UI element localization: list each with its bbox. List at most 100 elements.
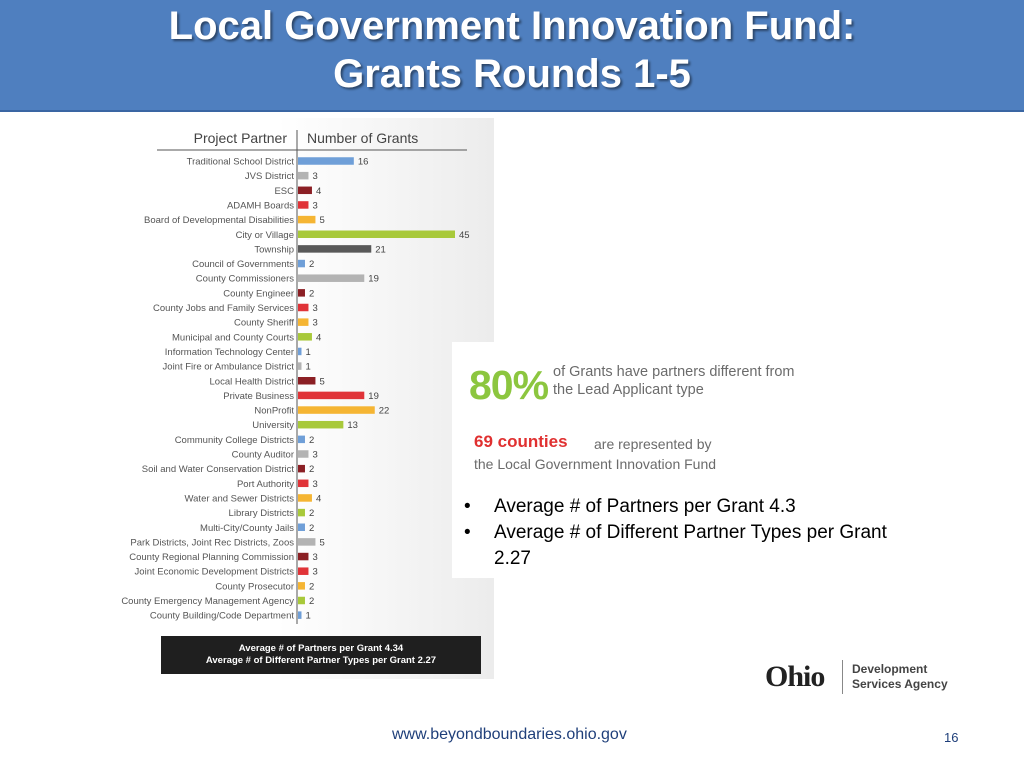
bar <box>298 230 455 238</box>
category-label: Multi-City/County Jails <box>200 523 294 534</box>
counties-text-line2: the Local Government Innovation Fund <box>474 456 717 472</box>
bar <box>298 274 365 282</box>
data-label: 3 <box>312 552 317 563</box>
counties-count: 69 counties <box>474 432 568 451</box>
data-label: 3 <box>312 200 317 211</box>
category-label: Township <box>254 244 294 255</box>
category-label: JVS District <box>245 171 294 182</box>
title-line-1: Local Government Innovation Fund: <box>168 4 856 48</box>
bar <box>298 450 309 458</box>
data-label: 2 <box>309 259 314 270</box>
bar <box>298 259 305 268</box>
data-label: 2 <box>309 523 314 534</box>
bullet-text: Average # of Partners per Grant 4.3 <box>494 496 796 517</box>
data-label: 4 <box>316 186 321 197</box>
bar <box>298 567 309 575</box>
data-label: 5 <box>319 537 324 548</box>
data-label: 22 <box>379 406 390 417</box>
bar <box>298 333 312 341</box>
bar <box>298 508 305 517</box>
page-number: 16 <box>944 730 959 745</box>
data-label: 4 <box>316 493 321 504</box>
category-label: Traditional School District <box>187 157 295 168</box>
bar <box>298 391 365 400</box>
data-label: 19 <box>368 274 379 285</box>
category-label: County Engineer <box>223 288 294 299</box>
data-label: 3 <box>312 567 317 578</box>
bullet-item: • Average # of Partners per Grant 4.3 <box>462 494 912 520</box>
bullet-item: • Average # of Different Partner Types pe… <box>462 520 912 572</box>
data-label: 3 <box>312 318 317 329</box>
category-label: County Sheriff <box>234 318 294 329</box>
data-label: 5 <box>319 376 324 387</box>
average-summary-box: Average # of Partners per Grant 4.34 Ave… <box>161 636 481 674</box>
logo-agency-line-2: Services Agency <box>852 677 948 691</box>
category-label: Community College Districts <box>175 435 295 446</box>
bar <box>298 582 305 590</box>
bar <box>298 596 305 605</box>
bar <box>298 245 372 253</box>
category-label: County Auditor <box>232 450 294 461</box>
bullet-list: • Average # of Partners per Grant 4.3 • Av… <box>462 494 912 572</box>
bar <box>298 538 316 546</box>
title-line-2: Grants Rounds 1-5 <box>333 52 691 96</box>
counties-text: are represented by <box>594 436 712 452</box>
logo-divider <box>842 660 843 694</box>
bar <box>298 201 309 209</box>
bar <box>298 464 305 473</box>
category-header: Project Partner <box>194 130 288 146</box>
percent-value: 80% <box>469 362 549 408</box>
category-label: County Building/Code Department <box>150 611 295 622</box>
data-label: 2 <box>309 288 314 299</box>
bar <box>298 186 312 195</box>
category-label: ESC <box>274 186 294 197</box>
bar <box>298 420 344 429</box>
bar <box>298 157 354 165</box>
average-partner-types-text: Average # of Different Partner Types per… <box>205 655 437 666</box>
bar <box>298 347 302 356</box>
value-header: Number of Grants <box>307 130 418 146</box>
category-label: ADAMH Boards <box>227 200 294 211</box>
category-label: Soil and Water Conservation District <box>142 464 295 475</box>
ohio-logo: Ohio Development Services Agency <box>765 658 955 698</box>
data-label: 13 <box>347 420 358 431</box>
footer-url[interactable]: www.beyondboundaries.ohio.gov <box>392 726 627 743</box>
data-label: 1 <box>305 362 310 373</box>
bar <box>298 435 305 444</box>
bar <box>298 523 305 531</box>
bar <box>298 377 316 385</box>
category-label: County Prosecutor <box>215 581 294 592</box>
bar <box>298 215 316 224</box>
stats-panel <box>452 342 914 578</box>
category-label: Board of Developmental Disabilities <box>144 215 294 226</box>
data-label: 2 <box>309 581 314 592</box>
data-label: 45 <box>459 230 470 241</box>
category-label: Joint Fire or Ambulance District <box>163 362 295 373</box>
category-label: Joint Economic Development Districts <box>135 567 295 578</box>
bar <box>298 303 309 312</box>
category-label: County Regional Planning Commission <box>129 552 294 563</box>
bar <box>298 552 309 561</box>
bar <box>298 494 312 502</box>
bar <box>298 171 309 180</box>
bullet-dot-icon: • <box>464 496 471 517</box>
bar <box>298 611 302 619</box>
data-label: 3 <box>312 171 317 182</box>
category-label: Municipal and County Courts <box>172 332 294 343</box>
slide-title: Local Government Innovation Fund: Grants… <box>0 2 1024 98</box>
logo-agency-name: Development Services Agency <box>852 662 948 692</box>
logo-agency-line-1: Development <box>852 662 928 676</box>
category-label: Information Technology Center <box>165 347 294 358</box>
bar <box>298 289 305 297</box>
data-label: 2 <box>309 596 314 607</box>
bar <box>298 406 375 414</box>
category-label: County Jobs and Family Services <box>153 303 294 314</box>
data-label: 2 <box>309 464 314 475</box>
data-label: 1 <box>305 347 310 358</box>
category-label: Local Health District <box>210 376 295 387</box>
logo-ohio-wordmark: Ohio <box>765 660 825 693</box>
data-label: 5 <box>319 215 324 226</box>
bullet-text: Average # of Different Partner Types per… <box>494 522 887 569</box>
category-label: County Commissioners <box>196 274 294 285</box>
category-label: NonProfit <box>254 406 294 417</box>
